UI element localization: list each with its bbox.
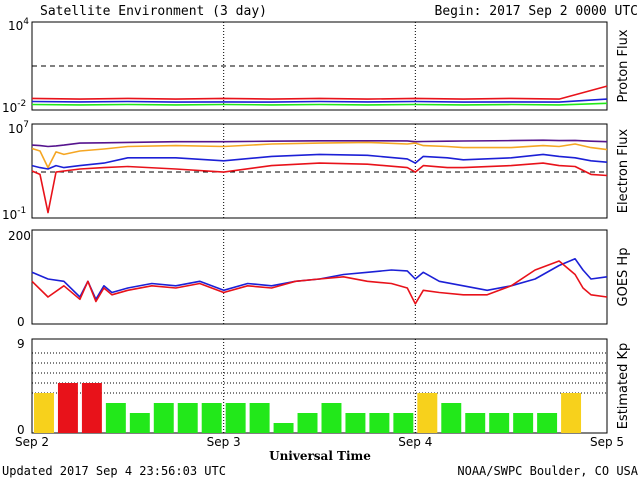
proton-lines-line-0 xyxy=(31,85,608,100)
proton-ylabel: Proton Flux xyxy=(616,29,631,102)
kp-bar xyxy=(249,403,270,433)
electron-panel-frame xyxy=(31,123,608,219)
kp-bar xyxy=(225,403,246,433)
x-tick-3: Sep 5 xyxy=(590,435,624,449)
kp-bar xyxy=(273,423,294,433)
proton-series xyxy=(31,85,608,106)
updated-time: Updated 2017 Sep 4 23:56:03 UTC xyxy=(2,464,226,478)
proton-lines-line-2 xyxy=(31,102,608,106)
electron-ytick-bottom: 10-1 xyxy=(2,206,26,222)
x-tick-2: Sep 4 xyxy=(398,435,432,449)
kp-bar xyxy=(57,383,78,433)
electron-series xyxy=(31,139,608,214)
x-axis-ticks: Sep 2 Sep 3 Sep 4 Sep 5 xyxy=(15,435,624,449)
kp-ylabel: Estimated Kp xyxy=(616,343,631,430)
goes-series xyxy=(31,257,608,305)
goes-ytick-top: 200 xyxy=(8,229,31,243)
kp-bar xyxy=(201,403,222,433)
kp-bar xyxy=(81,383,102,433)
x-tick-1: Sep 3 xyxy=(207,435,241,449)
goes-ylabel: GOES Hp xyxy=(616,248,631,307)
kp-bar xyxy=(34,393,54,433)
x-axis-title: Universal Time xyxy=(269,449,371,463)
electron-lines-line-3 xyxy=(31,162,608,214)
kp-bar xyxy=(489,413,510,433)
kp-gridlines xyxy=(32,352,607,394)
kp-bars xyxy=(34,383,582,433)
kp-bar xyxy=(465,413,486,433)
kp-bar xyxy=(417,393,438,433)
kp-bar xyxy=(153,403,174,433)
day-separator-lines xyxy=(223,22,416,433)
proton-ytick-bottom: 10-2 xyxy=(2,99,26,115)
chart-title: Satellite Environment (3 day) xyxy=(40,4,267,19)
kp-bar xyxy=(561,393,582,433)
goes-panel-frame xyxy=(31,229,608,325)
kp-bar xyxy=(441,403,462,433)
credit: NOAA/SWPC Boulder, CO USA xyxy=(457,464,638,478)
kp-bar xyxy=(393,413,414,433)
kp-bar xyxy=(345,413,366,433)
kp-panel-frame xyxy=(31,338,608,434)
kp-ytick-top: 9 xyxy=(17,337,25,351)
electron-ylabel: Electron Flux xyxy=(616,128,631,213)
electron-lines-line-1 xyxy=(31,141,608,169)
kp-ytick-bottom: 0 xyxy=(17,423,25,437)
electron-lines-line-2 xyxy=(31,153,608,170)
kp-bar xyxy=(177,403,198,433)
proton-ytick-top: 104 xyxy=(8,17,29,33)
goes-lines-line-1 xyxy=(31,260,608,305)
begin-time: Begin: 2017 Sep 2 0000 UTC xyxy=(435,4,639,19)
x-tick-0: Sep 2 xyxy=(15,435,49,449)
kp-bar xyxy=(105,403,126,433)
kp-bar xyxy=(297,413,318,433)
kp-bar xyxy=(129,413,150,433)
kp-bar xyxy=(321,403,342,433)
kp-bar xyxy=(513,413,534,433)
kp-bar xyxy=(369,413,390,433)
proton-lines-line-1 xyxy=(31,98,608,103)
electron-ytick-top: 107 xyxy=(8,120,29,136)
kp-bar xyxy=(537,413,558,433)
electron-lines-line-0 xyxy=(31,139,608,148)
goes-ytick-bottom: 0 xyxy=(17,315,25,329)
